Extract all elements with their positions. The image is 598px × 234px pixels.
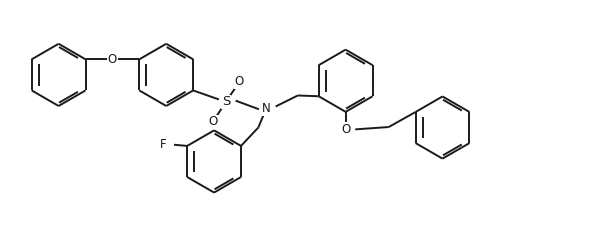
Text: O: O: [234, 75, 244, 88]
Text: S: S: [222, 95, 230, 108]
Text: F: F: [160, 138, 167, 151]
Text: N: N: [262, 102, 270, 115]
Text: O: O: [208, 115, 218, 128]
Text: O: O: [108, 53, 117, 66]
Text: O: O: [341, 123, 350, 136]
